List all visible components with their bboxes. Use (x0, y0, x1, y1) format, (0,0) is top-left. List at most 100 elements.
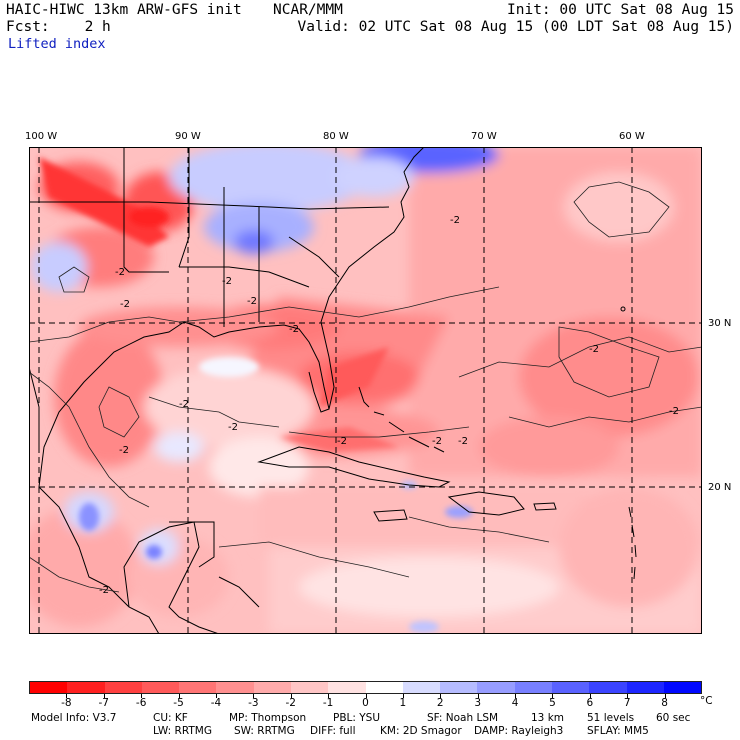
colorbar-tick (627, 694, 629, 698)
colorbar-tick (290, 694, 292, 698)
colorbar-swatch (626, 682, 664, 693)
contour-lines (29, 181, 702, 593)
colorbar-swatch (67, 682, 105, 693)
lon-label-80w: 80 W (323, 131, 349, 142)
contour-label: -2 (120, 299, 130, 310)
contour-label: -2 (337, 436, 347, 447)
lifted-index-map: -2 -2 -2 -2 -2 -2 -2 -2 -2 -2 -2 -2 -2 -… (29, 147, 702, 634)
footer-resolution: 13 km (531, 712, 565, 724)
footer-sflay: SFLAY: MM5 (587, 725, 649, 737)
contour-label: -2 (99, 585, 109, 596)
footer-sf: SF: Noah LSM (427, 712, 499, 724)
colorbar-tick-label: 1 (399, 697, 407, 709)
colorbar-tick (365, 694, 367, 698)
contour-label: -2 (115, 267, 125, 278)
org-label: NCAR/MMM (273, 2, 343, 18)
colorbar-tick-label: -1 (322, 697, 334, 709)
field-name: Lifted index (8, 36, 106, 52)
contour-label: -2 (289, 324, 299, 335)
colorbar (29, 681, 702, 694)
colorbar-tick-label: 6 (586, 697, 594, 709)
footer-lw: LW: RRTMG (153, 725, 212, 737)
colorbar-tick (103, 694, 105, 698)
init-time: Init: 00 UTC Sat 08 Aug 15 (507, 2, 734, 18)
colorbar-swatch (30, 682, 68, 693)
colorbar-tick (589, 694, 591, 698)
contour-label-group: -2 -2 -2 -2 -2 -2 -2 -2 -2 -2 -2 -2 -2 -… (99, 215, 679, 596)
contour-label: -2 (450, 215, 460, 226)
colorbar-swatch (551, 682, 590, 693)
contour-label: -2 (432, 436, 442, 447)
colorbar-tick-label: 0 (362, 697, 369, 709)
colorbar-tick-label: -7 (98, 697, 110, 709)
colorbar-swatch (365, 682, 403, 693)
colorbar-tick (515, 694, 517, 698)
colorbar-tick-label: -2 (285, 697, 296, 709)
colorbar-tick-label: -8 (61, 697, 72, 709)
footer-mp: MP: Thompson (229, 712, 307, 724)
colorbar-tick (664, 694, 666, 698)
footer-model-info: Model Info: V3.7 (31, 712, 117, 724)
footer-pbl: PBL: YSU (333, 712, 381, 724)
lon-label-70w: 70 W (471, 131, 497, 142)
colorbar-tick (253, 694, 255, 698)
colorbar-tick-label: -4 (210, 697, 222, 709)
colorbar-tick-label: 3 (474, 697, 481, 709)
colorbar-tick (477, 694, 479, 698)
colorbar-tick-label: 4 (511, 697, 519, 709)
colorbar-swatch (402, 682, 441, 693)
colorbar-swatch (477, 682, 515, 693)
colorbar-tick-label: 7 (623, 697, 631, 709)
lat-lon-grid (29, 147, 702, 634)
footer-damp: DAMP: Rayleigh3 (474, 725, 564, 737)
colorbar-swatch (328, 682, 366, 693)
colorbar-tick-label: 8 (661, 697, 668, 709)
lon-label-90w: 90 W (175, 131, 201, 142)
contour-label: -2 (179, 399, 189, 410)
footer-sw: SW: RRTMG (234, 725, 295, 737)
colorbar-tick-label: 2 (436, 697, 444, 709)
colorbar-tick (440, 694, 442, 698)
lon-label-60w: 60 W (619, 131, 645, 142)
footer-diff: DIFF: full (310, 725, 356, 737)
contour-label: -2 (222, 276, 232, 287)
lat-label-20n: 20 N (708, 482, 732, 493)
colorbar-tick-label: -3 (248, 697, 259, 709)
colorbar-tick (141, 694, 143, 698)
colorbar-tick (178, 694, 180, 698)
colorbar-swatch (290, 682, 329, 693)
footer-timestep: 60 sec (656, 712, 691, 724)
colorbar-swatch (589, 682, 627, 693)
valid-time: Valid: 02 UTC Sat 08 Aug 15 (00 LDT Sat … (297, 19, 735, 35)
forecast-hour: Fcst: 2 h (6, 19, 111, 35)
colorbar-swatch (104, 682, 142, 693)
footer-km: KM: 2D Smagor (380, 725, 462, 737)
contour-label: -2 (589, 344, 599, 355)
lat-label-30n: 30 N (708, 318, 732, 329)
model-title: HAIC-HIWC 13km ARW-GFS init (6, 2, 242, 18)
colorbar-swatch (141, 682, 180, 693)
colorbar-tick (328, 694, 330, 698)
colorbar-tick (552, 694, 554, 698)
colorbar-tick (66, 694, 68, 698)
footer-cu: CU: KF (153, 712, 188, 724)
colorbar-swatch (253, 682, 291, 693)
colorbar-swatch (216, 682, 254, 693)
contour-label: -2 (247, 296, 257, 307)
colorbar-tick-label: 5 (549, 697, 556, 709)
colorbar-swatch (663, 682, 702, 693)
colorbar-tick-label: -6 (135, 697, 147, 709)
colorbar-swatch (514, 682, 552, 693)
colorbar-tick (402, 694, 404, 698)
contour-label: -2 (458, 436, 468, 447)
contour-label: -2 (669, 406, 679, 417)
colorbar-swatch (440, 682, 478, 693)
colorbar-unit: °C (700, 695, 713, 707)
contour-label: -2 (119, 445, 129, 456)
colorbar-tick-label: -5 (173, 697, 184, 709)
lon-label-100w: 100 W (25, 131, 58, 142)
footer-levels: 51 levels (587, 712, 635, 724)
colorbar-tick (215, 694, 217, 698)
coastlines (29, 147, 637, 634)
contour-label: -2 (228, 422, 238, 433)
